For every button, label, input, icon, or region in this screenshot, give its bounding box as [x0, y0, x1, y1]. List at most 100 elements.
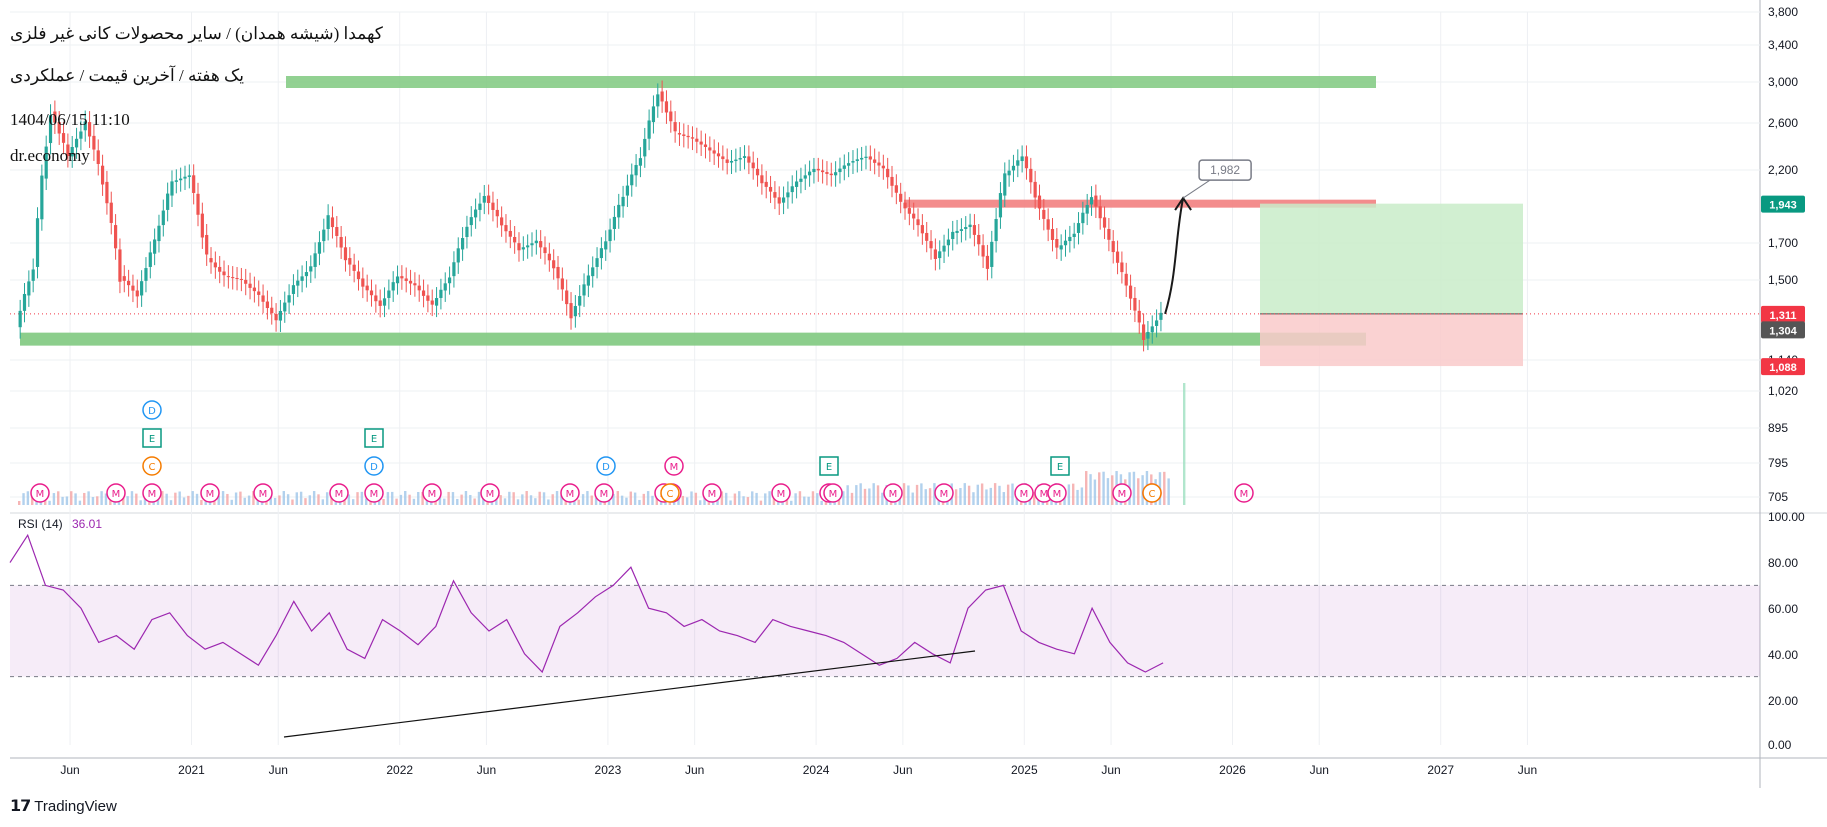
candle-body — [192, 175, 196, 193]
volume-bar — [920, 483, 923, 505]
candle-body — [283, 302, 287, 312]
candle-body — [287, 295, 291, 303]
price-tick-label: 1,500 — [1768, 273, 1798, 287]
candle-body — [955, 230, 959, 233]
volume-bar — [22, 493, 25, 505]
candle-body — [53, 111, 57, 123]
candle-body — [504, 225, 508, 232]
volume-bar — [629, 491, 632, 505]
volume-bar — [859, 483, 862, 505]
price-tick-label: 1,020 — [1768, 384, 1798, 398]
candle-body — [478, 203, 482, 210]
tradingview-logo-text: TradingView — [34, 797, 117, 815]
candle-body — [187, 175, 191, 177]
candle-body — [482, 195, 486, 203]
candle-body — [213, 262, 217, 268]
volume-bar — [447, 491, 450, 505]
event-markers[interactable]: MMMMMMMMMMMMMMMMMMMMMMMMMCCCDDDEEEEM — [30, 400, 1254, 503]
event-marker-letter: E — [149, 434, 155, 445]
candle-body — [608, 229, 612, 242]
volume-bar — [534, 498, 537, 505]
candle-body — [812, 168, 816, 173]
candle-body — [886, 168, 890, 178]
volume-bar — [187, 495, 190, 505]
candle-body — [656, 94, 660, 107]
candle-body — [148, 252, 152, 267]
candle-body — [794, 181, 799, 187]
candle-body — [508, 230, 512, 237]
volume-bar — [542, 492, 546, 505]
volume-bar — [78, 500, 82, 505]
volume-bar — [772, 496, 776, 505]
tradingview-logo[interactable]: 𝟭𝟳 TradingView — [10, 796, 117, 816]
rsi-pane: RSI (14) 36.01 — [9, 517, 1760, 738]
volume-bar — [872, 483, 875, 505]
event-marker-m-icon — [560, 483, 580, 503]
volume-bar — [980, 483, 984, 505]
candle-body — [40, 175, 44, 220]
candle-body — [235, 278, 239, 280]
time-tick-label: 2023 — [595, 763, 622, 777]
event-marker-m-icon — [664, 456, 684, 476]
event-marker-d-icon — [142, 400, 162, 420]
event-marker-m-icon — [1047, 483, 1067, 503]
volume-bar — [590, 495, 593, 505]
volume-bar — [508, 491, 511, 505]
candle-body — [513, 236, 517, 243]
candle-body — [330, 217, 335, 228]
candle-body — [426, 295, 430, 301]
candle-body — [83, 121, 87, 131]
rsi-tick-label: 80.00 — [1768, 556, 1798, 570]
candle-body — [447, 277, 452, 284]
candle-body — [304, 272, 309, 277]
candle-body — [847, 163, 851, 166]
volume-bar — [234, 492, 238, 505]
candle-body — [612, 216, 617, 229]
candle-body — [803, 175, 807, 179]
volume-bar — [560, 495, 563, 505]
candle-body — [118, 249, 122, 282]
callout-box — [1198, 159, 1252, 181]
volume-bar — [846, 485, 849, 505]
volume-bar — [690, 491, 693, 505]
candle-body — [959, 229, 964, 231]
target-callout: 1,982 — [1182, 159, 1252, 199]
chart-datetime: 1404/06/15 11:10 — [10, 110, 130, 129]
price-tick-label: 795 — [1768, 456, 1788, 470]
price-zones — [10, 76, 1760, 367]
candle-body — [27, 281, 31, 296]
candle-body — [873, 159, 877, 163]
candle-body — [161, 210, 165, 226]
price-tick-label: 895 — [1768, 421, 1788, 435]
candle-body — [300, 276, 304, 281]
volume-bar — [477, 491, 481, 505]
volume-bar — [182, 497, 186, 505]
volume-bar — [803, 496, 806, 505]
candle-body — [708, 147, 712, 151]
time-tick-label: Jun — [1518, 763, 1537, 777]
candle-body — [74, 138, 79, 148]
candle-body — [317, 242, 322, 254]
candle-body — [877, 162, 881, 166]
event-marker-letter: E — [371, 434, 377, 445]
candle-body — [296, 280, 300, 286]
volume-bar — [924, 489, 927, 505]
volume-bar — [651, 495, 654, 505]
volume-bar — [286, 494, 290, 505]
candle-body — [1115, 251, 1120, 263]
volume-bar — [915, 484, 919, 505]
candle-body — [764, 181, 768, 187]
event-marker-letter: M — [112, 489, 121, 500]
volume-bar — [911, 492, 914, 505]
candle-body — [929, 241, 933, 249]
candle-body — [465, 226, 469, 237]
candle-body — [1033, 181, 1037, 198]
time-tick-label: 2024 — [803, 763, 830, 777]
candle-body — [834, 172, 838, 176]
candle-body — [1003, 173, 1007, 196]
candle-body — [625, 185, 630, 196]
volume-bar — [325, 492, 329, 505]
candle-body — [920, 225, 924, 234]
event-marker-letter: M — [259, 489, 268, 500]
